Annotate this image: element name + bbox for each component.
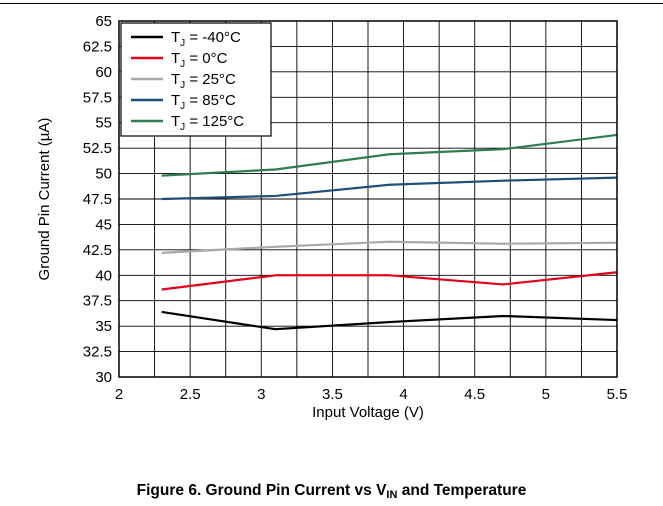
series-line-1 <box>161 271 618 291</box>
caption-subscript: IN <box>386 489 398 501</box>
x-axis-label: Input Voltage (V) <box>312 404 424 421</box>
legend-entry-3: TJ = 85°C <box>171 92 236 112</box>
tick-labels: 2 2.5 3 3.5 4 4.5 5 5.5 30 32.5 35 37.5 40 42.5 45 47.5… <box>83 13 628 403</box>
y-tick-label: 47.5 <box>83 191 112 208</box>
y-tick-label: 30 <box>95 369 112 386</box>
y-tick-label: 45 <box>95 216 112 233</box>
x-tick-label: 4 <box>399 386 407 403</box>
legend-entry-1: TJ = 0°C <box>171 50 228 70</box>
y-axis-label: Ground Pin Current (µA) <box>36 118 53 281</box>
caption-prefix: Figure 6. Ground Pin Current vs V <box>136 482 387 499</box>
series-line-3 <box>161 176 618 201</box>
y-tick-label: 52.5 <box>83 140 112 157</box>
x-tick-label: 2 <box>115 386 123 403</box>
x-tick-label: 5.5 <box>607 386 628 403</box>
x-tick-label: 3 <box>257 386 265 403</box>
chart: 2 2.5 3 3.5 4 4.5 5 5.5 30 32.5 35 37.5 40 42.5 45 47.5… <box>36 13 628 421</box>
y-tick-label: 42.5 <box>83 242 112 259</box>
y-tick-label: 40 <box>95 267 112 284</box>
caption-suffix: and Temperature <box>397 482 527 499</box>
y-tick-label: 32.5 <box>83 344 112 361</box>
legend-entry-4: TJ = 125°C <box>171 113 244 133</box>
series-line-0 <box>161 310 618 331</box>
legend: TJ = -40°CTJ = 0°CTJ = 25°CTJ = 85°CTJ =… <box>120 22 272 137</box>
series-line-2 <box>161 240 618 255</box>
y-tick-label: 62.5 <box>83 38 112 55</box>
y-tick-label: 50 <box>95 166 112 183</box>
x-tick-label: 5 <box>542 386 550 403</box>
x-tick-label: 2.5 <box>180 386 201 403</box>
series-lines <box>161 133 618 331</box>
figure-caption: Figure 6. Ground Pin Current vs VIN and … <box>0 482 663 501</box>
y-tick-label: 35 <box>95 318 112 335</box>
y-tick-label: 57.5 <box>83 89 112 106</box>
y-tick-label: 37.5 <box>83 293 112 310</box>
x-tick-label: 3.5 <box>322 386 343 403</box>
plot-frame <box>118 20 618 378</box>
y-tick-label: 55 <box>95 115 112 132</box>
legend-entry-0: TJ = -40°C <box>171 29 241 49</box>
x-tick-label: 4.5 <box>464 386 485 403</box>
top-rule <box>0 3 663 4</box>
series-line-4 <box>161 133 618 177</box>
legend-entry-2: TJ = 25°C <box>171 71 236 91</box>
y-tick-label: 60 <box>95 64 112 81</box>
y-tick-label: 65 <box>95 13 112 30</box>
